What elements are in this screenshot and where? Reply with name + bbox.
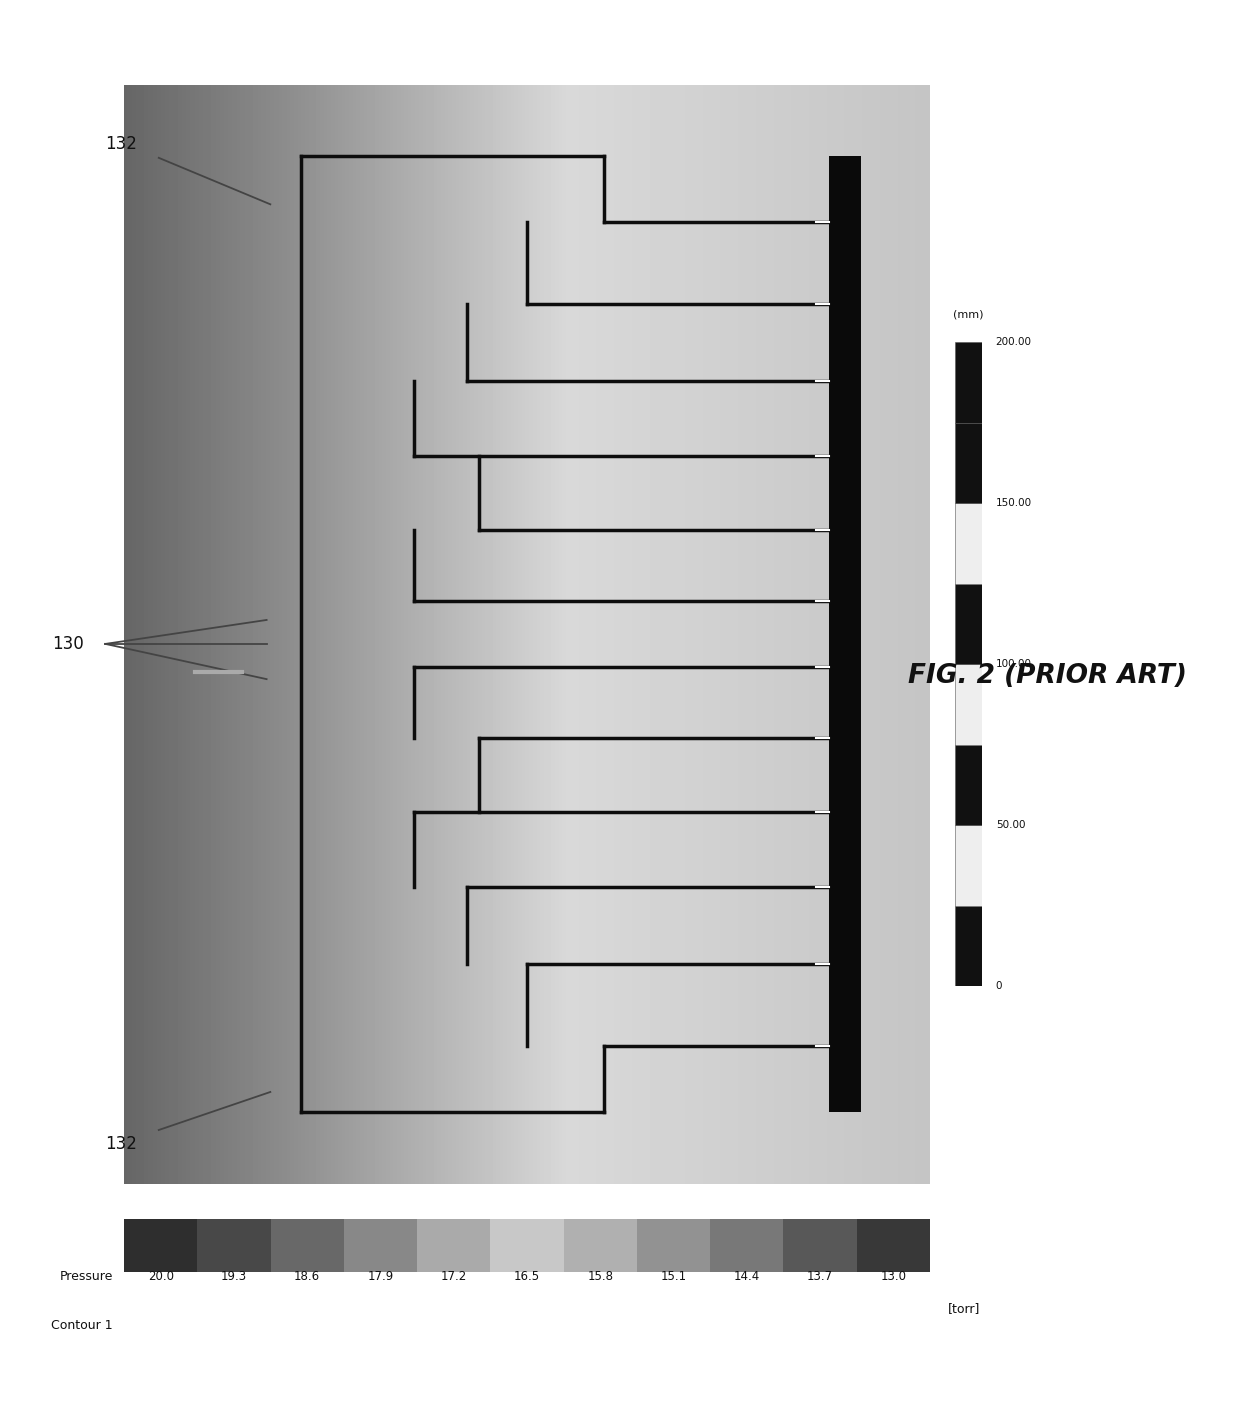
Bar	[564, 1219, 637, 1272]
Text: 132: 132	[105, 1136, 138, 1153]
Text: 13.0: 13.0	[880, 1270, 906, 1284]
Bar	[955, 826, 982, 906]
Text: 19.3: 19.3	[221, 1270, 247, 1284]
Text: 50.00: 50.00	[996, 820, 1025, 830]
Bar	[343, 1219, 417, 1272]
Bar	[784, 1219, 857, 1272]
Text: FIG. 2 (PRIOR ART): FIG. 2 (PRIOR ART)	[909, 664, 1187, 689]
Text: 150.00: 150.00	[996, 499, 1032, 509]
Bar	[270, 1219, 343, 1272]
Bar	[490, 1219, 564, 1272]
Text: Contour 1: Contour 1	[51, 1319, 113, 1332]
Text: 13.7: 13.7	[807, 1270, 833, 1284]
Text: [torr]: [torr]	[949, 1302, 981, 1315]
Bar	[857, 1219, 930, 1272]
Bar	[955, 906, 982, 986]
Bar	[197, 1219, 270, 1272]
Bar	[417, 1219, 490, 1272]
Bar	[637, 1219, 711, 1272]
Text: 100.00: 100.00	[996, 659, 1032, 669]
Text: 0: 0	[996, 981, 1002, 992]
Text: 18.6: 18.6	[294, 1270, 320, 1284]
Bar	[955, 342, 982, 423]
Bar	[955, 583, 982, 664]
Text: 16.5: 16.5	[513, 1270, 541, 1284]
Text: 130: 130	[52, 635, 84, 652]
Text: 20.0: 20.0	[148, 1270, 174, 1284]
Bar	[830, 156, 862, 1112]
Bar	[124, 1219, 197, 1272]
Text: (mm): (mm)	[954, 310, 983, 320]
Bar	[955, 664, 982, 745]
Bar	[711, 1219, 784, 1272]
Text: 17.9: 17.9	[367, 1270, 393, 1284]
Text: 15.8: 15.8	[588, 1270, 614, 1284]
Text: Pressure: Pressure	[60, 1270, 113, 1284]
Text: 200.00: 200.00	[996, 337, 1032, 347]
Text: 17.2: 17.2	[440, 1270, 466, 1284]
Bar	[955, 745, 982, 826]
Text: 15.1: 15.1	[661, 1270, 687, 1284]
Bar	[955, 503, 982, 583]
Text: 14.4: 14.4	[734, 1270, 760, 1284]
Text: 132: 132	[105, 135, 138, 152]
Bar	[955, 423, 982, 503]
